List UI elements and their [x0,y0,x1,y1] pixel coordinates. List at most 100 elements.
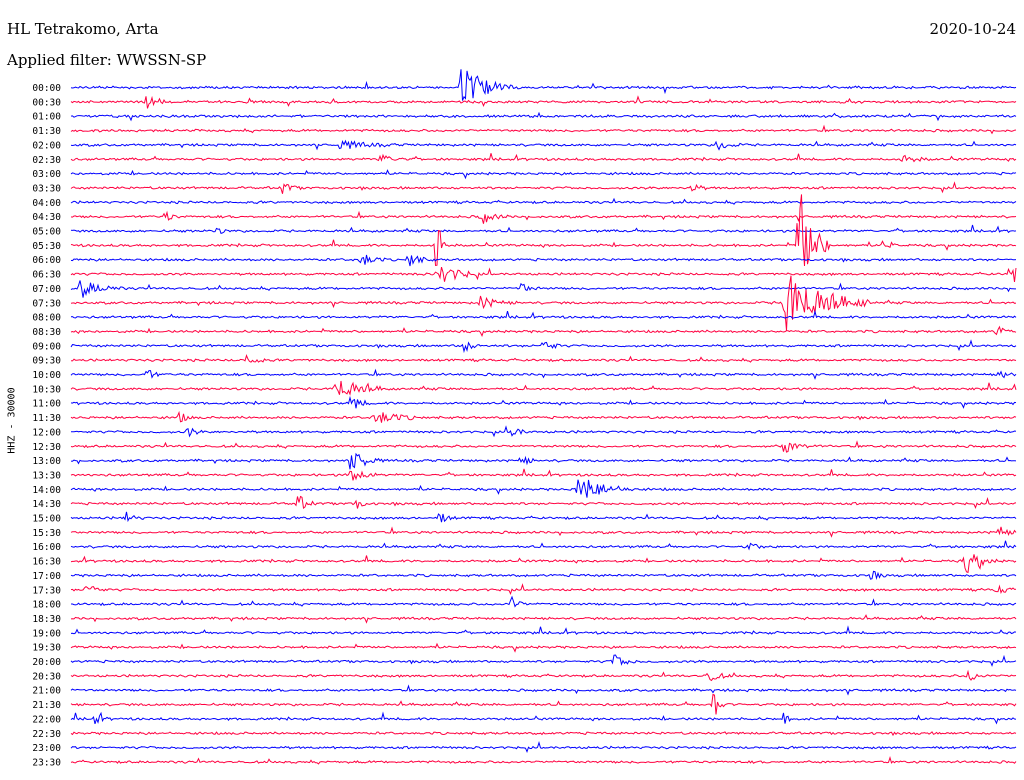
time-tick-labels: 00:00 00:30 01:00 01:30 02:00 02:30 03:00 03:30… [32,83,61,768]
tick-label-0930: 09:30 [32,356,61,367]
tick-label-1600: 16:00 [32,542,61,553]
trace-0830 [70,325,1017,338]
trace-0800 [70,309,1017,320]
trace-2030 [70,669,1017,682]
tick-label-1130: 11:30 [32,413,61,424]
tick-label-1100: 11:00 [32,399,61,410]
trace-2300 [70,740,1017,753]
tick-label-1830: 18:30 [32,614,61,625]
tick-label-2300: 23:00 [32,743,61,754]
trace-0600 [70,254,1017,267]
trace-0930 [70,353,1017,363]
tick-label-0230: 02:30 [32,155,61,166]
trace-2230 [70,731,1017,737]
trace-0130 [70,124,1017,135]
tick-label-2200: 22:00 [32,714,61,725]
tick-label-0730: 07:30 [32,298,61,309]
tick-label-0100: 01:00 [32,112,61,123]
filter-label: Applied filter: WWSSN-SP [7,51,207,69]
trace-0230 [70,153,1017,163]
trace-1600 [70,540,1017,551]
tick-label-1900: 19:00 [32,628,61,639]
tick-label-2130: 21:30 [32,700,61,711]
tick-label-1230: 12:30 [32,442,61,453]
trace-0300 [70,169,1017,180]
trace-1730 [70,583,1017,596]
trace-2200 [70,711,1017,725]
tick-label-0200: 02:00 [32,140,61,151]
tick-label-0830: 08:30 [32,327,61,338]
trace-1830 [70,614,1017,624]
trace-1000 [70,368,1017,380]
trace-0400 [70,197,1017,205]
tick-label-0630: 06:30 [32,270,61,281]
trace-1400 [70,479,1017,498]
tick-label-0700: 07:00 [32,284,61,295]
trace-2330 [70,755,1017,765]
trace-1930 [70,642,1017,653]
tick-label-0430: 04:30 [32,212,61,223]
tick-label-0330: 03:30 [32,183,61,194]
trace-1230 [70,440,1017,453]
trace-1330 [70,468,1017,481]
trace-0430 [70,210,1017,224]
tick-label-1030: 10:30 [32,384,61,395]
trace-1900 [70,625,1017,635]
trace-0330 [70,181,1017,194]
tick-label-1700: 17:00 [32,571,61,582]
tick-label-1400: 14:00 [32,485,61,496]
date-label: 2020-10-24 [929,20,1016,38]
tick-label-0900: 09:00 [32,341,61,352]
trace-0700 [70,280,1016,298]
tick-label-0000: 00:00 [32,83,61,94]
tick-label-0030: 00:30 [32,97,61,108]
trace-1800 [71,595,1017,608]
tick-label-1200: 12:00 [32,427,61,438]
tick-label-2230: 22:30 [32,729,61,740]
trace-0500 [70,224,1017,235]
y-axis-label: HHZ - 30000 [6,387,18,454]
tick-label-1430: 14:30 [32,499,61,510]
tick-label-0400: 04:00 [32,198,61,209]
trace-0730 [70,275,1017,331]
trace-1100 [70,395,1017,409]
trace-2100 [70,684,1017,696]
trace-1300 [70,452,1017,470]
trace-1200 [70,425,1017,438]
trace-group [70,69,1017,765]
tick-label-0800: 08:00 [32,313,61,324]
trace-0900 [70,339,1017,354]
station-title: HL Tetrakomo, Arta [7,20,159,38]
tick-label-1000: 10:00 [32,370,61,381]
tick-label-2030: 20:30 [32,671,61,682]
trace-1530 [70,526,1017,538]
tick-label-1500: 15:00 [32,514,61,525]
trace-0100 [70,111,1017,122]
trace-2000 [70,654,1017,667]
trace-1500 [70,511,1017,523]
tick-label-0600: 06:00 [32,255,61,266]
tick-label-0300: 03:00 [32,169,61,180]
trace-0630 [70,266,1017,282]
tick-label-1930: 19:30 [32,643,61,654]
trace-0530 [70,194,1017,267]
tick-label-1300: 13:00 [32,456,61,467]
trace-1630 [70,554,1017,574]
trace-1030 [70,380,1017,396]
tick-label-0130: 01:30 [32,126,61,137]
tick-label-1800: 18:00 [32,600,61,611]
tick-label-2100: 21:00 [32,686,61,697]
trace-1130 [70,410,1017,423]
trace-1700 [70,570,1017,580]
tick-label-2000: 20:00 [32,657,61,668]
tick-label-2330: 23:30 [32,757,61,768]
trace-2130 [70,693,1017,715]
tick-label-1630: 16:30 [32,557,61,568]
tick-label-1730: 17:30 [32,585,61,596]
tick-label-0530: 05:30 [32,241,61,252]
tick-label-1530: 15:30 [32,528,61,539]
tick-label-0500: 05:00 [32,227,61,238]
trace-0000 [70,69,1017,101]
tick-label-1330: 13:30 [32,470,61,481]
